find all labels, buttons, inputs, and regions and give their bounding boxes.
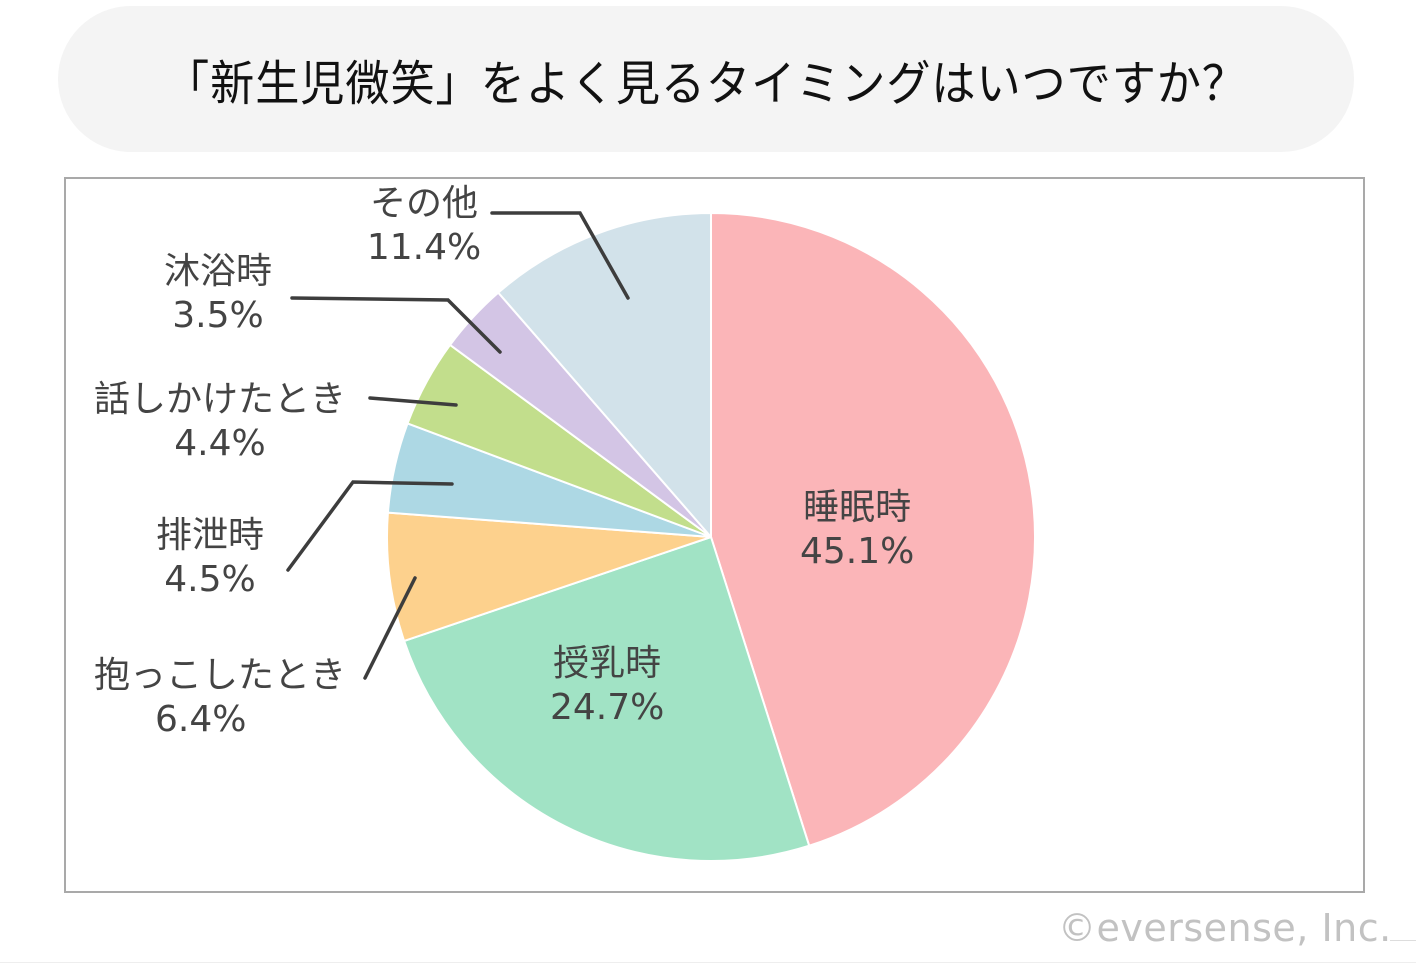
slice-label-sleep: 睡眠時 45.1% (800, 486, 914, 574)
divider (0, 962, 1416, 963)
slice-percent: 4.5% (164, 559, 256, 600)
divider (1390, 940, 1416, 941)
leader-lines (286, 211, 630, 680)
slice-percent: 4.4% (174, 423, 266, 464)
leader-line-bath (290, 296, 502, 354)
leader-line-excretion (286, 480, 454, 572)
pie-slice-feeding (402, 535, 811, 862)
slice-label-holding: 抱っこしたとき 6.4% (80, 654, 360, 742)
slice-percent: 11.4% (366, 227, 482, 268)
pie-slice-sleep (710, 211, 1036, 848)
slice-name: 授乳時 (553, 643, 662, 684)
chart-title: 「新生児微笑」をよく見るタイミングはいつですか？ (165, 56, 1247, 112)
leader-line-holding (363, 576, 417, 680)
slice-label-feeding: 授乳時 24.7% (550, 642, 664, 730)
pie-slices (386, 211, 1036, 862)
pie-slice-other (496, 211, 712, 540)
pie-slice-holding (386, 511, 712, 643)
leader-line-talk (368, 396, 458, 407)
slice-name: その他 (369, 183, 478, 224)
slice-name: 沐浴時 (163, 251, 272, 292)
slice-percent: 6.4% (155, 699, 247, 740)
slice-label-bath: 沐浴時 3.5% (156, 250, 280, 338)
slice-name: 睡眠時 (803, 487, 912, 528)
slice-name: 排泄時 (155, 515, 264, 556)
slice-label-talking: 話しかけたとき 4.4% (80, 378, 360, 466)
slice-name: 抱っこしたとき (93, 655, 346, 696)
slice-percent: 45.1% (800, 531, 915, 572)
slice-percent: 3.5% (172, 295, 264, 336)
slice-label-excretion: 排泄時 4.5% (148, 514, 272, 602)
leader-line-other (490, 211, 630, 300)
title-banner: 「新生児微笑」をよく見るタイミングはいつですか？ (58, 6, 1354, 152)
slice-label-other: その他 11.4% (358, 182, 490, 270)
slice-percent: 24.7% (550, 687, 665, 728)
copyright-text: ©eversense, Inc. (1058, 906, 1392, 950)
slice-name: 話しかけたとき (93, 379, 346, 420)
